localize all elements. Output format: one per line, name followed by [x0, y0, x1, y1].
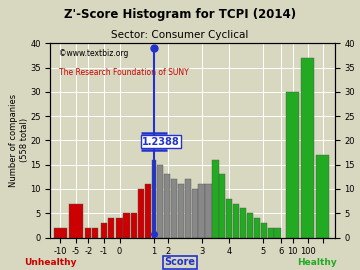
- Bar: [219, 174, 225, 238]
- Text: Unhealthy: Unhealthy: [24, 258, 77, 267]
- Bar: [240, 208, 246, 238]
- Text: Sector: Consumer Cyclical: Sector: Consumer Cyclical: [111, 30, 249, 40]
- Bar: [171, 179, 177, 238]
- Bar: [69, 204, 82, 238]
- Bar: [267, 228, 274, 238]
- Bar: [123, 213, 130, 238]
- Bar: [212, 160, 219, 238]
- Bar: [247, 213, 253, 238]
- Bar: [178, 184, 184, 238]
- Bar: [131, 213, 137, 238]
- Bar: [85, 228, 91, 238]
- Bar: [145, 184, 151, 238]
- Bar: [164, 174, 170, 238]
- Bar: [205, 184, 212, 238]
- Bar: [274, 228, 281, 238]
- Text: Score: Score: [165, 257, 195, 267]
- Bar: [108, 218, 114, 238]
- Bar: [316, 155, 329, 238]
- Bar: [233, 204, 239, 238]
- Bar: [185, 179, 191, 238]
- Bar: [192, 189, 198, 238]
- Y-axis label: Number of companies
(558 total): Number of companies (558 total): [9, 94, 29, 187]
- Text: ©www.textbiz.org: ©www.textbiz.org: [59, 49, 128, 58]
- Text: The Research Foundation of SUNY: The Research Foundation of SUNY: [59, 69, 189, 77]
- Bar: [157, 165, 163, 238]
- Bar: [152, 160, 156, 238]
- Bar: [116, 218, 123, 238]
- Text: Z'-Score Histogram for TCPI (2014): Z'-Score Histogram for TCPI (2014): [64, 8, 296, 21]
- Bar: [254, 218, 260, 238]
- Bar: [198, 184, 205, 238]
- Bar: [301, 58, 314, 238]
- Bar: [286, 92, 300, 238]
- Bar: [138, 189, 144, 238]
- Bar: [261, 223, 267, 238]
- Bar: [226, 199, 232, 238]
- Bar: [92, 228, 98, 238]
- Text: 1.2388: 1.2388: [142, 137, 180, 147]
- Text: Healthy: Healthy: [297, 258, 337, 267]
- Bar: [54, 228, 67, 238]
- Bar: [101, 223, 107, 238]
